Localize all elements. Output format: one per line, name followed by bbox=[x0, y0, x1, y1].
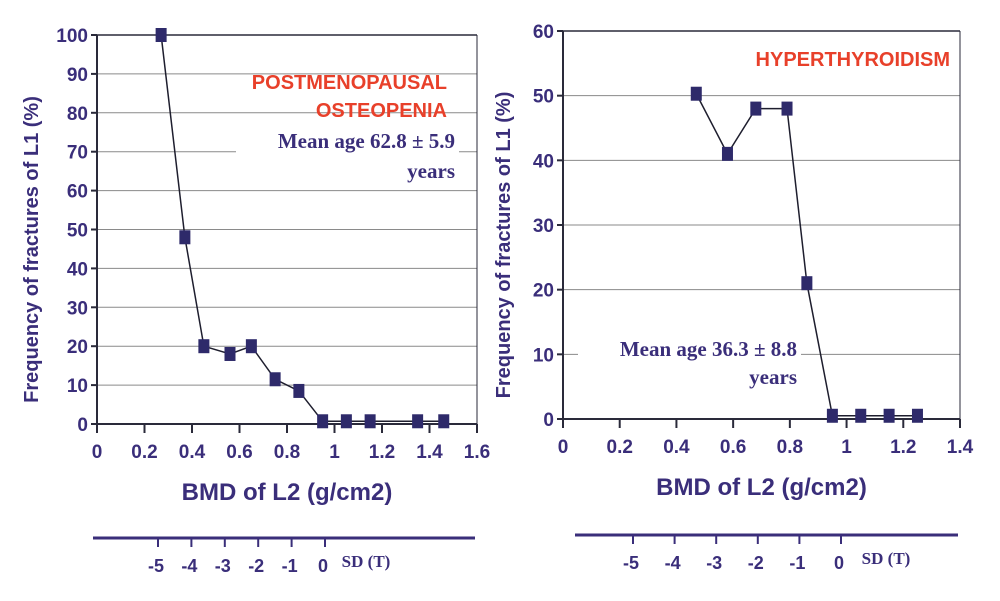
x-tick-label: 1 bbox=[329, 442, 340, 463]
sd-tick-label: -4 bbox=[665, 553, 681, 573]
sd-tick-label: -5 bbox=[148, 556, 164, 576]
data-point bbox=[690, 86, 702, 101]
y-tick-label: 100 bbox=[56, 26, 88, 47]
y-tick-label: 10 bbox=[67, 376, 88, 397]
x-tick-label: 0.8 bbox=[274, 442, 300, 463]
y-tick-label: 50 bbox=[67, 221, 88, 242]
data-point bbox=[293, 383, 305, 398]
x-tick-label: 1.6 bbox=[464, 442, 490, 463]
y-tick-label: 40 bbox=[533, 151, 554, 172]
data-point bbox=[911, 408, 923, 423]
data-point bbox=[721, 146, 733, 161]
data-point bbox=[179, 230, 191, 245]
data-point bbox=[801, 276, 813, 291]
y-axis-title: Frequency of fractures of L1 (%) bbox=[493, 92, 515, 399]
y-tick-label: 30 bbox=[533, 216, 554, 237]
mean-age-annotation: years bbox=[749, 365, 797, 389]
data-point bbox=[198, 339, 210, 354]
sd-axis-title: SD (T) bbox=[862, 549, 911, 568]
y-tick-label: 90 bbox=[67, 65, 88, 86]
data-point bbox=[438, 414, 450, 429]
x-tick-label: 1.2 bbox=[369, 442, 395, 463]
mean-age-annotation: years bbox=[407, 159, 455, 183]
sd-tick-label: -3 bbox=[215, 556, 231, 576]
y-tick-label: 40 bbox=[67, 259, 88, 280]
data-point bbox=[781, 101, 793, 116]
y-tick-label: 0 bbox=[77, 415, 88, 436]
sd-tick-label: -1 bbox=[282, 556, 298, 576]
x-tick-label: 0.6 bbox=[226, 442, 252, 463]
x-tick-label: 1 bbox=[841, 437, 852, 458]
y-tick-label: 70 bbox=[67, 143, 88, 164]
x-axis-title: BMD of L2 (g/cm2) bbox=[182, 479, 393, 506]
y-tick-label: 0 bbox=[543, 410, 554, 431]
series-line bbox=[160, 34, 444, 423]
y-tick-label: 30 bbox=[67, 298, 88, 319]
sd-tick-label: 0 bbox=[834, 553, 844, 573]
sd-tick-label: -2 bbox=[748, 553, 764, 573]
chart-postmenopausal-osteopenia: 0 10 20 30 40 50 60 70 80 90 100 0 0.2 0.4 0.6 0.8 1 1.2 1… bbox=[21, 26, 490, 576]
sd-tick-label: 0 bbox=[318, 556, 328, 576]
data-point bbox=[340, 414, 352, 429]
x-tick-label: 0 bbox=[558, 437, 569, 458]
y-tick-label: 10 bbox=[533, 345, 554, 366]
data-point bbox=[224, 346, 236, 361]
sd-tick-label: -4 bbox=[181, 556, 197, 576]
annotation-background bbox=[578, 336, 801, 362]
x-tick-label: 0.8 bbox=[777, 437, 803, 458]
sd-tick-label: -5 bbox=[623, 553, 639, 573]
y-axis-title: Frequency of fractures of L1 (%) bbox=[21, 96, 43, 403]
sd-axis-title: SD (T) bbox=[342, 552, 391, 571]
x-tick-label: 0 bbox=[92, 442, 103, 463]
data-point bbox=[269, 372, 281, 387]
data-point bbox=[826, 408, 838, 423]
x-tick-label: 1.4 bbox=[416, 442, 443, 463]
data-point bbox=[317, 414, 329, 429]
annotation-background bbox=[731, 364, 801, 390]
chart-title-annotation: POSTMENOPAUSAL bbox=[252, 72, 447, 94]
x-tick-label: 0.4 bbox=[663, 437, 690, 458]
annotation-background bbox=[236, 128, 459, 154]
x-axis-title: BMD of L2 (g/cm2) bbox=[656, 474, 867, 501]
data-point bbox=[883, 408, 895, 423]
y-tick-label: 80 bbox=[67, 104, 88, 125]
sd-tick-label: -1 bbox=[789, 553, 805, 573]
x-tick-label: 1.2 bbox=[890, 437, 916, 458]
x-tick-label: 0.2 bbox=[131, 442, 157, 463]
x-tick-label: 0.2 bbox=[607, 437, 633, 458]
mean-age-annotation: Mean age 36.3 ± 8.8 bbox=[620, 337, 797, 361]
x-tick-label: 0.6 bbox=[720, 437, 746, 458]
data-point bbox=[245, 339, 257, 354]
chart-hyperthyroidism: 0 10 20 30 40 50 60 0 0.2 0.4 0.6 0.8 1 1.2 1.4 BMD of … bbox=[493, 22, 974, 573]
data-point bbox=[364, 414, 376, 429]
data-point bbox=[855, 408, 867, 423]
data-point bbox=[412, 414, 424, 429]
y-tick-label: 60 bbox=[533, 22, 554, 43]
chart-title-annotation: OSTEOPENIA bbox=[316, 100, 447, 122]
y-tick-label: 20 bbox=[533, 281, 554, 302]
sd-tick-label: -3 bbox=[706, 553, 722, 573]
data-point bbox=[155, 28, 167, 42]
mean-age-annotation: Mean age 62.8 ± 5.9 bbox=[278, 129, 455, 153]
annotation-background bbox=[389, 158, 459, 184]
series-line bbox=[695, 93, 918, 417]
y-tick-label: 60 bbox=[67, 182, 88, 203]
sd-tick-label: -2 bbox=[248, 556, 264, 576]
y-tick-label: 20 bbox=[67, 337, 88, 358]
x-tick-label: 1.4 bbox=[947, 437, 974, 458]
y-tick-label: 50 bbox=[533, 87, 554, 108]
data-point bbox=[750, 101, 762, 116]
x-tick-label: 0.4 bbox=[179, 442, 206, 463]
chart-title-annotation: HYPERTHYROIDISM bbox=[756, 49, 950, 71]
